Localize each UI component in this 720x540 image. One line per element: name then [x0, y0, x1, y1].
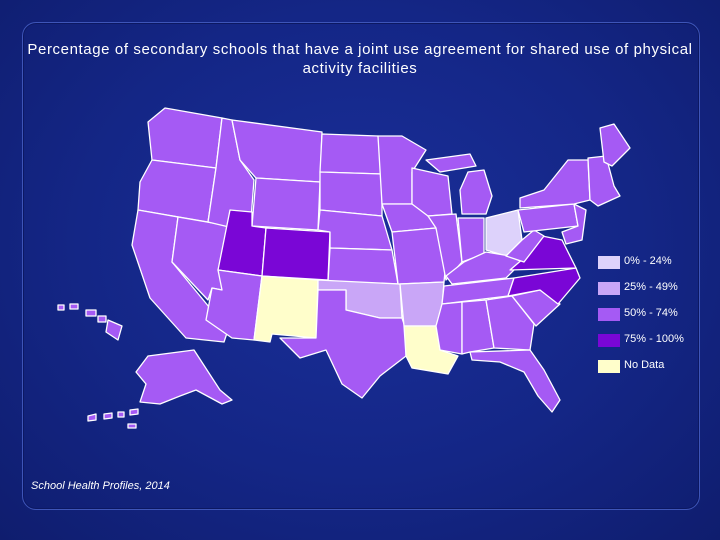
state-texas — [279, 289, 407, 399]
state-wyoming — [251, 177, 321, 231]
legend-label-75-100: 75% - 100% — [624, 333, 684, 345]
state-washington — [147, 107, 223, 169]
legend-item-0-24: 0% - 24% — [598, 254, 698, 276]
state-wisconsin — [411, 167, 453, 217]
legend-swatch-50-74 — [598, 308, 620, 321]
legend-item-no-data: No Data — [598, 358, 698, 380]
legend-label-no-data: No Data — [624, 359, 665, 371]
state-north-dakota — [319, 133, 383, 175]
legend-label-50-74: 50% - 74% — [624, 307, 678, 319]
legend-swatch-no-data — [598, 360, 620, 373]
state-hawaii — [57, 303, 123, 341]
legend-item-50-74: 50% - 74% — [598, 306, 698, 328]
state-maine — [599, 123, 631, 167]
state-south-dakota — [319, 171, 383, 217]
legend-label-0-24: 0% - 24% — [624, 255, 672, 267]
legend-swatch-75-100 — [598, 334, 620, 347]
state-alabama — [461, 299, 495, 355]
state-mississippi — [435, 301, 463, 355]
state-florida — [469, 349, 561, 413]
state-alaska — [135, 349, 233, 405]
legend-item-75-100: 75% - 100% — [598, 332, 698, 354]
slide-frame — [22, 22, 700, 510]
source-citation: School Health Profiles, 2014 — [31, 480, 170, 492]
state-new-mexico — [253, 275, 319, 343]
state-west-virginia — [505, 229, 545, 263]
map-title: Percentage of secondary schools that hav… — [27, 41, 693, 77]
region-mid-atlantic — [561, 203, 587, 245]
state-kansas — [327, 247, 399, 285]
legend-item-25-49: 25% - 49% — [598, 280, 698, 302]
state-pennsylvania — [517, 203, 579, 233]
legend-swatch-0-24 — [598, 256, 620, 269]
state-michigan — [425, 153, 493, 215]
state-colorado — [261, 227, 331, 281]
state-north-carolina — [507, 267, 581, 305]
legend-label-25-49: 25% - 49% — [624, 281, 678, 293]
state-alaska-islands — [87, 408, 139, 429]
state-new-york — [519, 159, 591, 209]
legend-swatch-25-49 — [598, 282, 620, 295]
